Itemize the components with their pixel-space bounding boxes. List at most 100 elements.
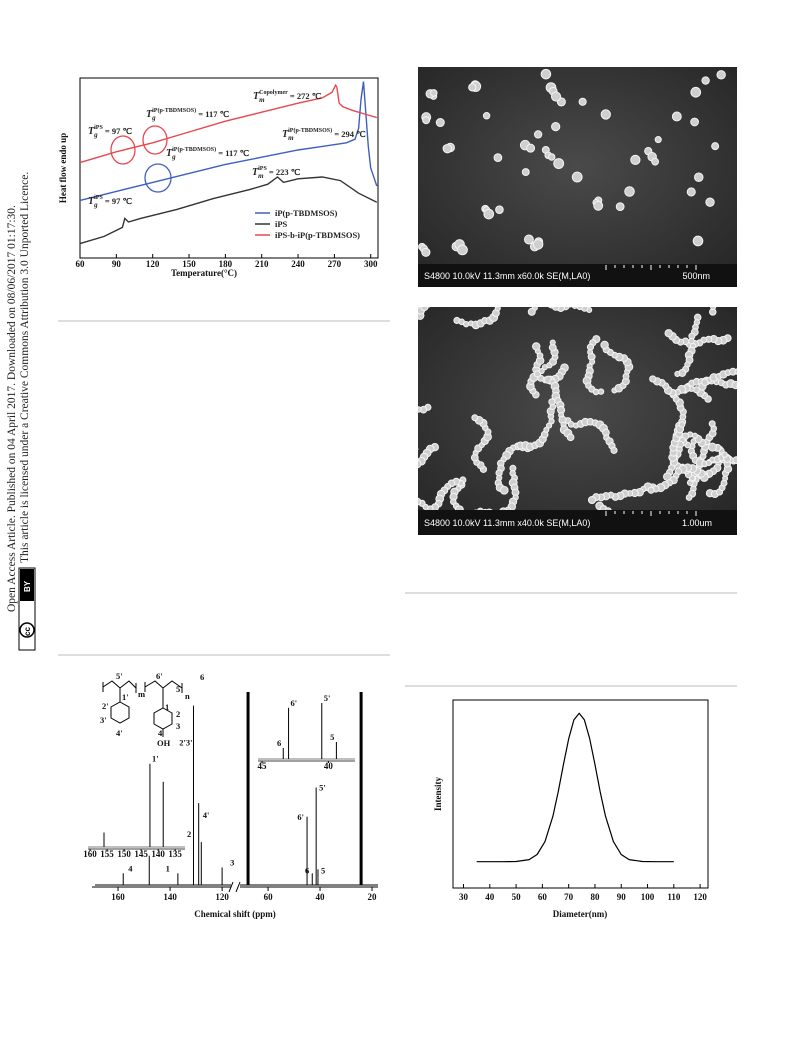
plot-frame	[79, 77, 379, 259]
particle	[707, 295, 713, 301]
peak-label: 3	[230, 857, 234, 867]
x-tick-label: 140	[163, 892, 177, 902]
particle	[664, 329, 673, 338]
annotation-part: iPS	[94, 125, 103, 131]
particle	[586, 545, 593, 552]
particle	[409, 461, 417, 469]
particle	[549, 339, 556, 346]
particle	[395, 474, 400, 479]
sem-info: S4800 10.0kV 11.3mm x40.0k SE(M,LA0)	[424, 518, 590, 528]
particle	[692, 235, 704, 247]
particle	[462, 320, 470, 328]
particle	[531, 342, 541, 351]
particle	[457, 244, 468, 256]
particle	[387, 486, 393, 492]
particle	[747, 460, 754, 467]
particle	[403, 414, 410, 421]
annotation: TiPS m = 223 ℃	[252, 166, 301, 180]
particle	[710, 299, 717, 306]
sidebar-line: This article is licensed under a Creativ…	[19, 172, 31, 563]
x-tick-label: 80	[590, 892, 600, 902]
structure-label: 4	[158, 728, 163, 738]
annotation-part: = 117 ℃	[216, 148, 249, 158]
structure-label: 3	[176, 721, 180, 731]
x-tick-label: 120	[693, 892, 707, 902]
structure-label: 5'	[116, 671, 123, 681]
particle	[710, 307, 717, 311]
particle	[495, 205, 504, 215]
particle	[499, 485, 509, 495]
x-tick-label: 60	[264, 892, 274, 902]
structure-label: 2	[176, 709, 180, 719]
curve	[79, 176, 378, 245]
annotation-part: g	[93, 201, 98, 209]
particle	[708, 442, 717, 452]
annotation-part: T	[88, 196, 95, 207]
structure-label: 4'	[116, 728, 123, 738]
particle	[551, 122, 561, 132]
structure-label: 1'	[122, 692, 129, 702]
particle	[747, 374, 755, 382]
annotation-part: T	[253, 91, 260, 102]
annotation-part: g	[151, 114, 156, 122]
x-tick-label: 20	[368, 892, 378, 902]
particle	[396, 468, 404, 476]
particle	[418, 447, 419, 451]
particle	[402, 468, 407, 473]
particle	[592, 537, 599, 544]
particle	[686, 187, 696, 197]
x-tick-label: 60	[538, 892, 548, 902]
peak-label: 2	[187, 829, 191, 839]
annotation-part: T	[146, 109, 153, 120]
particle	[741, 385, 748, 392]
x-tick-label: 90	[112, 259, 122, 269]
annotation: TCopolymer m = 272 ℃	[253, 90, 322, 104]
curve	[79, 83, 377, 164]
particle	[743, 459, 749, 465]
badge-text: cc	[23, 627, 32, 636]
particle	[410, 407, 417, 414]
annotation-part: = 223 ℃	[267, 167, 301, 177]
particle	[535, 301, 540, 306]
annotation-part: g	[171, 153, 176, 161]
highlight-circle	[142, 125, 168, 155]
x-tick-label: 160	[111, 892, 125, 902]
particle	[397, 432, 404, 439]
particle	[482, 112, 491, 120]
x-tick-label: 240	[291, 259, 305, 269]
particle	[587, 495, 597, 505]
particle	[566, 433, 575, 442]
x-tick-label: 30	[459, 892, 469, 902]
particle	[406, 411, 413, 418]
peak-label: 6	[305, 865, 309, 875]
particle	[690, 86, 702, 98]
peak-label: 6'	[297, 812, 304, 822]
annotation-part: Copolymer	[259, 90, 288, 96]
annotation-part: iP(p-TBDMSOS)	[152, 107, 196, 114]
particle	[647, 486, 655, 494]
particle	[539, 298, 545, 304]
particle	[540, 68, 552, 80]
particle	[496, 296, 502, 302]
particle	[600, 109, 611, 120]
particle	[427, 296, 433, 302]
x-tick-label: 120	[215, 892, 229, 902]
x-tick-label: 270	[328, 259, 342, 269]
particle	[600, 340, 609, 350]
annotation-part: g	[93, 131, 98, 139]
peak-label: 2'3'	[179, 738, 192, 748]
particle	[678, 421, 686, 428]
particle	[732, 456, 737, 465]
particle	[553, 158, 565, 169]
particle	[477, 507, 484, 510]
x-tick-label: 60	[76, 259, 86, 269]
x-tick-label: 40	[316, 892, 326, 902]
structure-label: 2'	[102, 701, 109, 711]
particle	[711, 142, 720, 151]
particle	[757, 476, 765, 484]
annotation-part: = 294 ℃	[332, 129, 366, 139]
particle	[405, 439, 412, 446]
particle	[721, 451, 728, 458]
peak-label: 4	[128, 863, 133, 873]
